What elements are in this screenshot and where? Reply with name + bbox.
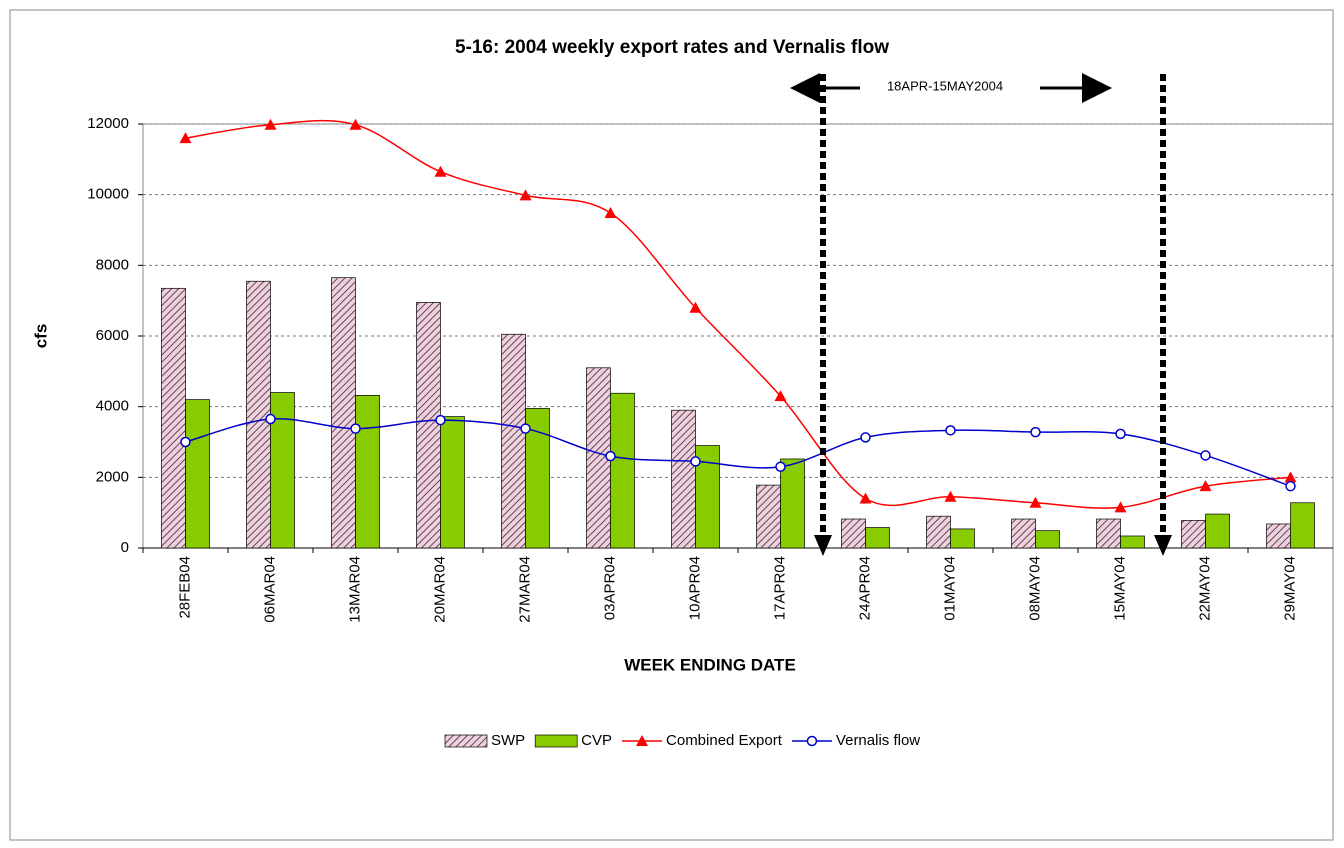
chart-title: 5-16: 2004 weekly export rates and Verna… <box>455 37 889 58</box>
x-tick-label: 13MAR04 <box>346 556 363 623</box>
legend-label: Combined Export <box>666 732 783 749</box>
x-tick-label: 01MAY04 <box>941 556 958 621</box>
legend-swatch <box>534 734 578 748</box>
bar <box>865 527 890 549</box>
x-tick-label: 08MAY04 <box>1026 556 1043 621</box>
marker <box>944 490 957 502</box>
marker <box>690 456 701 467</box>
x-tick-label: 03APR04 <box>601 556 618 620</box>
marker <box>860 432 871 443</box>
marker <box>604 207 617 219</box>
x-tick-label: 24APR04 <box>856 556 873 620</box>
bar <box>440 416 465 549</box>
bar <box>1290 502 1315 549</box>
marker <box>1029 496 1042 508</box>
y-tick-label: 6000 <box>96 327 129 344</box>
bar <box>950 528 975 549</box>
legend-label: Vernalis flow <box>836 732 920 749</box>
bar <box>416 302 441 549</box>
bar <box>185 399 210 549</box>
marker <box>636 735 649 746</box>
marker <box>180 436 191 448</box>
marker <box>1030 426 1041 438</box>
marker <box>265 413 276 425</box>
x-tick-label: 17APR04 <box>771 556 788 620</box>
x-tick-label: 15MAY04 <box>1111 556 1128 621</box>
x-tick-label: 28FEB04 <box>176 556 193 619</box>
y-axis-label: cfs <box>31 324 50 349</box>
bar <box>1120 535 1145 549</box>
marker <box>435 414 446 426</box>
bar <box>1096 518 1121 549</box>
y-tick-label: 4000 <box>96 398 129 415</box>
marker <box>775 461 786 472</box>
legend-label: CVP <box>581 732 612 749</box>
bar <box>841 518 866 549</box>
x-tick-label: 29MAY04 <box>1281 556 1298 621</box>
marker <box>1285 480 1296 492</box>
bar <box>926 515 951 549</box>
marker <box>774 390 787 402</box>
marker <box>605 450 616 462</box>
marker <box>350 423 361 434</box>
legend-label: SWP <box>491 732 525 749</box>
y-tick-label: 2000 <box>96 468 129 485</box>
bar <box>1205 513 1230 549</box>
x-axis-label: WEEK ENDING DATE <box>624 655 796 674</box>
period-arrowhead <box>814 535 832 556</box>
marker <box>520 423 531 434</box>
bar <box>1266 523 1291 549</box>
bar <box>161 287 186 549</box>
bar <box>756 484 781 549</box>
y-tick-label: 12000 <box>87 115 129 132</box>
marker <box>945 425 956 436</box>
marker <box>519 189 532 201</box>
legend: SWP CVP Combined Export Vernalis flow <box>444 732 920 749</box>
y-tick-label: 10000 <box>87 186 129 203</box>
marker <box>349 118 362 130</box>
bar <box>780 458 805 549</box>
marker <box>179 132 192 144</box>
bar <box>355 395 380 549</box>
bar <box>331 277 356 549</box>
bar <box>246 280 271 549</box>
x-tick-label: 27MAR04 <box>516 556 533 623</box>
x-tick-label: 20MAR04 <box>431 556 448 623</box>
marker <box>1199 480 1212 492</box>
marker <box>1115 428 1126 440</box>
bar <box>1181 520 1206 549</box>
marker <box>859 492 872 504</box>
x-tick-label: 06MAR04 <box>261 556 278 623</box>
bar <box>501 333 526 549</box>
annotation: 18APR-15MAY2004 <box>887 78 1003 93</box>
period-arrowhead <box>1154 535 1172 556</box>
marker <box>1200 450 1211 461</box>
marker <box>264 118 277 130</box>
y-tick-label: 8000 <box>96 256 129 273</box>
marker <box>1284 471 1297 483</box>
legend-swatch <box>444 734 488 748</box>
bar <box>1035 530 1060 549</box>
y-tick-label: 0 <box>121 539 129 556</box>
line <box>185 119 1291 509</box>
bar <box>1011 518 1036 549</box>
x-tick-label: 10APR04 <box>686 556 703 620</box>
bar <box>671 409 696 549</box>
line <box>185 418 1291 487</box>
marker <box>689 301 702 313</box>
marker <box>1114 501 1127 513</box>
marker <box>806 735 818 747</box>
marker <box>434 165 447 177</box>
bar <box>610 392 635 549</box>
x-tick-label: 22MAY04 <box>1196 556 1213 621</box>
